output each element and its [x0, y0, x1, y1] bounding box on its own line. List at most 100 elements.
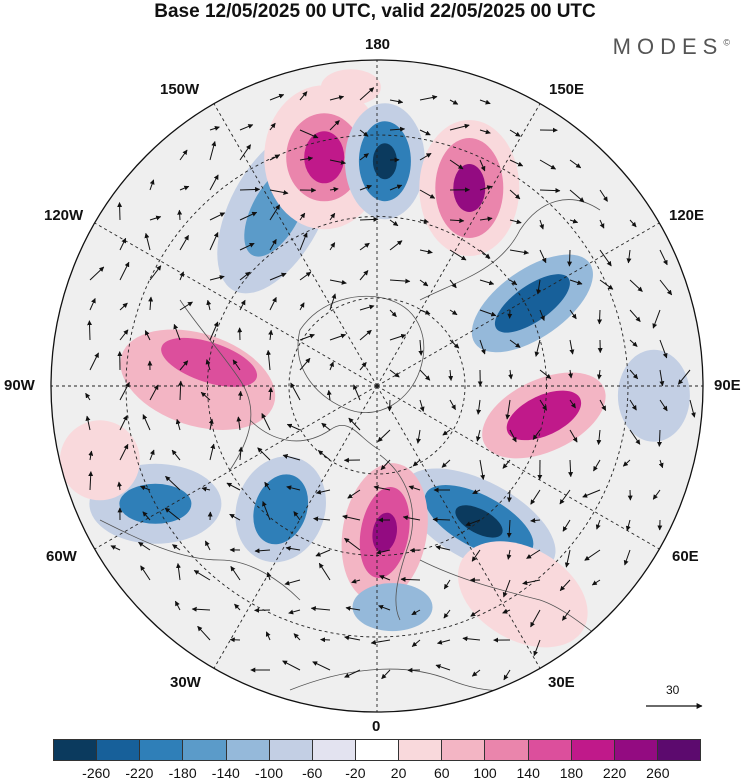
wind-vector-arrow [470, 609, 481, 617]
wind-vector-arrow [345, 605, 361, 611]
wind-vector-arrow [652, 489, 661, 500]
colorbar-segment [571, 740, 615, 760]
wind-vector-arrow [329, 279, 347, 285]
wind-vector-arrow [299, 156, 314, 162]
latitude-circle [288, 297, 466, 475]
wind-vector-arrow [379, 575, 391, 581]
wind-vector-arrow [465, 519, 481, 527]
wind-vector-arrow [375, 549, 391, 555]
wind-vector-arrow [329, 212, 336, 221]
wind-vector-arrow [416, 429, 422, 444]
wind-vector-arrow [599, 399, 607, 411]
wind-vector-arrow [318, 562, 331, 581]
wind-vector-arrow [389, 126, 406, 132]
wind-vector-arrow [389, 333, 407, 341]
wind-vector-arrow [449, 339, 460, 349]
wind-vector-arrow [234, 603, 241, 611]
wind-vector-arrow [193, 569, 211, 581]
colorbar-tick-label: 180 [559, 765, 584, 781]
colorbar-segment [442, 740, 486, 760]
wind-vector-arrow [238, 446, 244, 461]
wind-vector-arrow [329, 242, 336, 251]
wind-vector-arrow [229, 513, 241, 521]
wind-vector-arrow [435, 545, 451, 551]
wind-vector-arrow [282, 454, 301, 461]
wind-vector-arrow [178, 380, 184, 401]
wind-vector-arrow [419, 399, 425, 412]
wind-vector-arrow [569, 218, 579, 224]
lon-label-30e: 30E [548, 674, 575, 691]
wind-vector-arrow [299, 302, 305, 311]
wind-vector-arrow [659, 279, 673, 296]
wind-vector-arrow [539, 159, 557, 170]
wind-vector-arrow [87, 320, 93, 341]
wind-vector-arrow [568, 369, 574, 379]
wind-vector-arrow [200, 391, 211, 401]
wind-vector-arrow [266, 349, 272, 371]
colorbar-tick-labels: -260 -220 -180 -140 -100 -60 -20 20 60 100 140 180 2… [0, 765, 750, 783]
wind-vector-arrow [629, 399, 637, 411]
wind-vector-arrow [389, 99, 404, 105]
wind-vector-arrow [569, 189, 585, 203]
wind-vector-arrow [539, 249, 547, 264]
wind-vector-arrow [119, 415, 128, 431]
wind-vector-arrow [449, 218, 465, 224]
wind-vector-arrow [419, 369, 431, 381]
wind-vector-arrow [342, 514, 361, 521]
positive-anomaly-contour [457, 541, 588, 648]
wind-vector-arrow [402, 515, 421, 521]
wind-vector-arrow [344, 635, 361, 641]
wind-vector-arrow [329, 95, 345, 101]
wind-vector-arrow [599, 189, 608, 202]
wind-vector-arrow [441, 459, 451, 468]
wind-vector-arrow [179, 271, 185, 281]
colorbar-tick-label: -100 [254, 765, 284, 781]
wind-vector-arrow [509, 429, 517, 443]
wind-vector-arrow [119, 261, 130, 281]
wind-vector-arrow [479, 216, 493, 222]
colorbar-segment [312, 740, 356, 760]
wind-vector-arrow [559, 579, 571, 591]
wind-vector-arrow [476, 399, 482, 415]
wind-vector-arrow [353, 384, 361, 401]
wind-vector-arrow [209, 232, 219, 251]
meridian-line [376, 103, 541, 387]
wind-vector-arrow [266, 571, 272, 581]
negative-anomaly-contour [352, 583, 433, 632]
wind-vector-arrow [479, 99, 491, 105]
wind-vector-arrow [419, 218, 429, 224]
wind-vector-arrow [290, 382, 301, 401]
wind-vector-arrow [503, 669, 511, 681]
wind-vector-arrow [595, 519, 601, 530]
wind-vector-arrow [419, 189, 436, 199]
wind-vector-arrow [539, 188, 561, 194]
wind-vector-arrow [418, 339, 424, 356]
wind-vector-arrow [359, 216, 379, 222]
meridian-line [94, 385, 378, 550]
wind-vector-arrow [299, 212, 306, 221]
lon-label-30w: 30W [170, 674, 201, 691]
lon-label-90w: 90W [4, 377, 35, 394]
wind-vector-arrow [239, 124, 254, 131]
wind-vector-arrow [432, 517, 451, 523]
wind-vector-arrow [419, 95, 438, 101]
wind-vector-arrow [479, 159, 486, 172]
wind-vector-arrow [502, 609, 511, 614]
wind-vector-arrow [299, 232, 308, 251]
wind-vector-arrow [209, 174, 219, 191]
wind-vector-arrow [254, 548, 271, 554]
meridian-line [376, 385, 660, 550]
colorbar-segment [399, 740, 443, 760]
wind-vector-arrow [144, 232, 151, 251]
wind-vector-arrow [475, 429, 481, 442]
wind-vector-arrow [359, 153, 369, 161]
wind-vector-arrow [509, 189, 521, 200]
wind-vector-arrow [689, 399, 696, 418]
wind-vector-arrow [173, 323, 181, 341]
wind-vector-arrow [629, 339, 638, 347]
wind-vector-arrow [449, 279, 457, 289]
wind-vector-arrow [201, 486, 211, 492]
wind-vector-arrow [232, 359, 241, 371]
wind-vector-arrow [293, 633, 301, 641]
